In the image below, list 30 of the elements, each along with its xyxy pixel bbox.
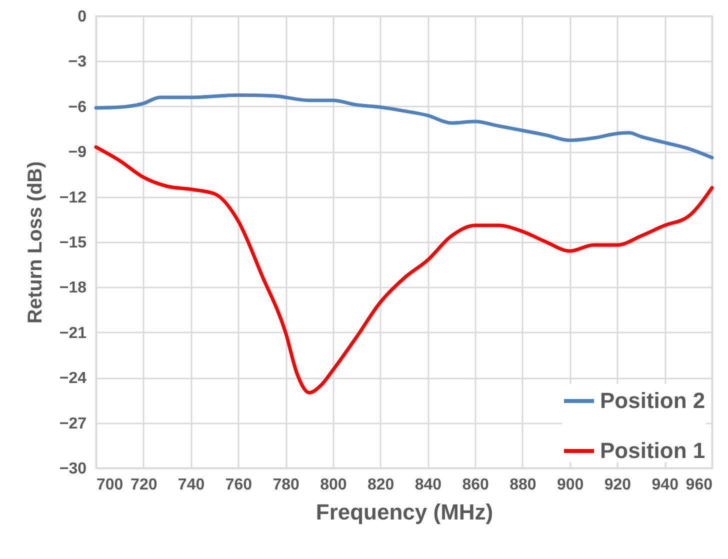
y-tick-label: −3 bbox=[68, 54, 87, 71]
x-tick-label: 840 bbox=[414, 476, 442, 494]
x-tick-label: 920 bbox=[604, 476, 632, 494]
y-tick-label: −9 bbox=[68, 144, 87, 162]
x-tick-label: 780 bbox=[272, 476, 300, 494]
y-tick-label: −18 bbox=[59, 280, 87, 297]
y-tick-label: −27 bbox=[59, 415, 87, 432]
x-tick-label: 900 bbox=[556, 476, 584, 494]
y-tick-label: 0 bbox=[78, 8, 87, 26]
line-series bbox=[94, 93, 714, 160]
x-tick-label: 880 bbox=[510, 476, 536, 494]
legend-label: Position 1 bbox=[600, 438, 706, 463]
y-tick-label: −24 bbox=[59, 370, 87, 388]
y-tick-label: −15 bbox=[59, 234, 87, 252]
x-tick-label: 740 bbox=[178, 476, 205, 494]
x-tick-label: 720 bbox=[130, 476, 158, 494]
x-tick-label: 940 bbox=[652, 476, 679, 494]
y-tick-label: −21 bbox=[59, 324, 87, 342]
legend-label: Position 2 bbox=[600, 388, 706, 413]
y-axis-title: Return Loss (dB) bbox=[24, 161, 46, 324]
y-tick-label: −6 bbox=[68, 98, 87, 116]
x-tick-label: 700 bbox=[96, 476, 124, 494]
y-tick-label: −12 bbox=[59, 189, 87, 206]
x-tick-label: 760 bbox=[225, 476, 252, 494]
x-tick-label: 800 bbox=[320, 476, 347, 494]
x-axis-title: Frequency (MHz) bbox=[316, 500, 494, 524]
x-tick-label: 860 bbox=[462, 476, 490, 494]
x-tick-label: 960 bbox=[686, 476, 713, 494]
y-tick-label: −30 bbox=[59, 460, 87, 478]
x-tick-label: 820 bbox=[367, 476, 394, 494]
